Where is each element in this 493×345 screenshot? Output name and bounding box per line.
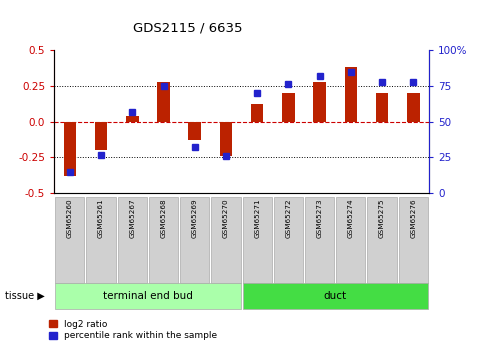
Text: terminal end bud: terminal end bud bbox=[103, 291, 193, 301]
Bar bbox=[314, 81, 326, 122]
Text: GSM65276: GSM65276 bbox=[410, 198, 416, 238]
Text: GSM65270: GSM65270 bbox=[223, 198, 229, 238]
Bar bbox=[345, 67, 357, 122]
Text: GSM65261: GSM65261 bbox=[98, 198, 104, 238]
Bar bbox=[376, 93, 388, 122]
Bar bbox=[64, 122, 76, 176]
Legend: log2 ratio, percentile rank within the sample: log2 ratio, percentile rank within the s… bbox=[49, 320, 217, 341]
Text: GSM65271: GSM65271 bbox=[254, 198, 260, 238]
Bar bbox=[188, 122, 201, 140]
Text: GSM65273: GSM65273 bbox=[317, 198, 322, 238]
Bar bbox=[220, 122, 232, 156]
Text: GSM65274: GSM65274 bbox=[348, 198, 354, 238]
Text: GDS2115 / 6635: GDS2115 / 6635 bbox=[133, 21, 242, 34]
Text: GSM65260: GSM65260 bbox=[67, 198, 73, 238]
Bar bbox=[407, 93, 420, 122]
Text: GSM65268: GSM65268 bbox=[161, 198, 167, 238]
Text: GSM65269: GSM65269 bbox=[192, 198, 198, 238]
Bar bbox=[282, 93, 295, 122]
Text: tissue ▶: tissue ▶ bbox=[5, 291, 45, 301]
Bar bbox=[251, 105, 263, 122]
Text: duct: duct bbox=[324, 291, 347, 301]
Bar bbox=[95, 122, 107, 150]
Text: GSM65275: GSM65275 bbox=[379, 198, 385, 238]
Bar bbox=[157, 81, 170, 122]
Text: GSM65272: GSM65272 bbox=[285, 198, 291, 238]
Bar bbox=[126, 116, 139, 122]
Text: GSM65267: GSM65267 bbox=[129, 198, 135, 238]
